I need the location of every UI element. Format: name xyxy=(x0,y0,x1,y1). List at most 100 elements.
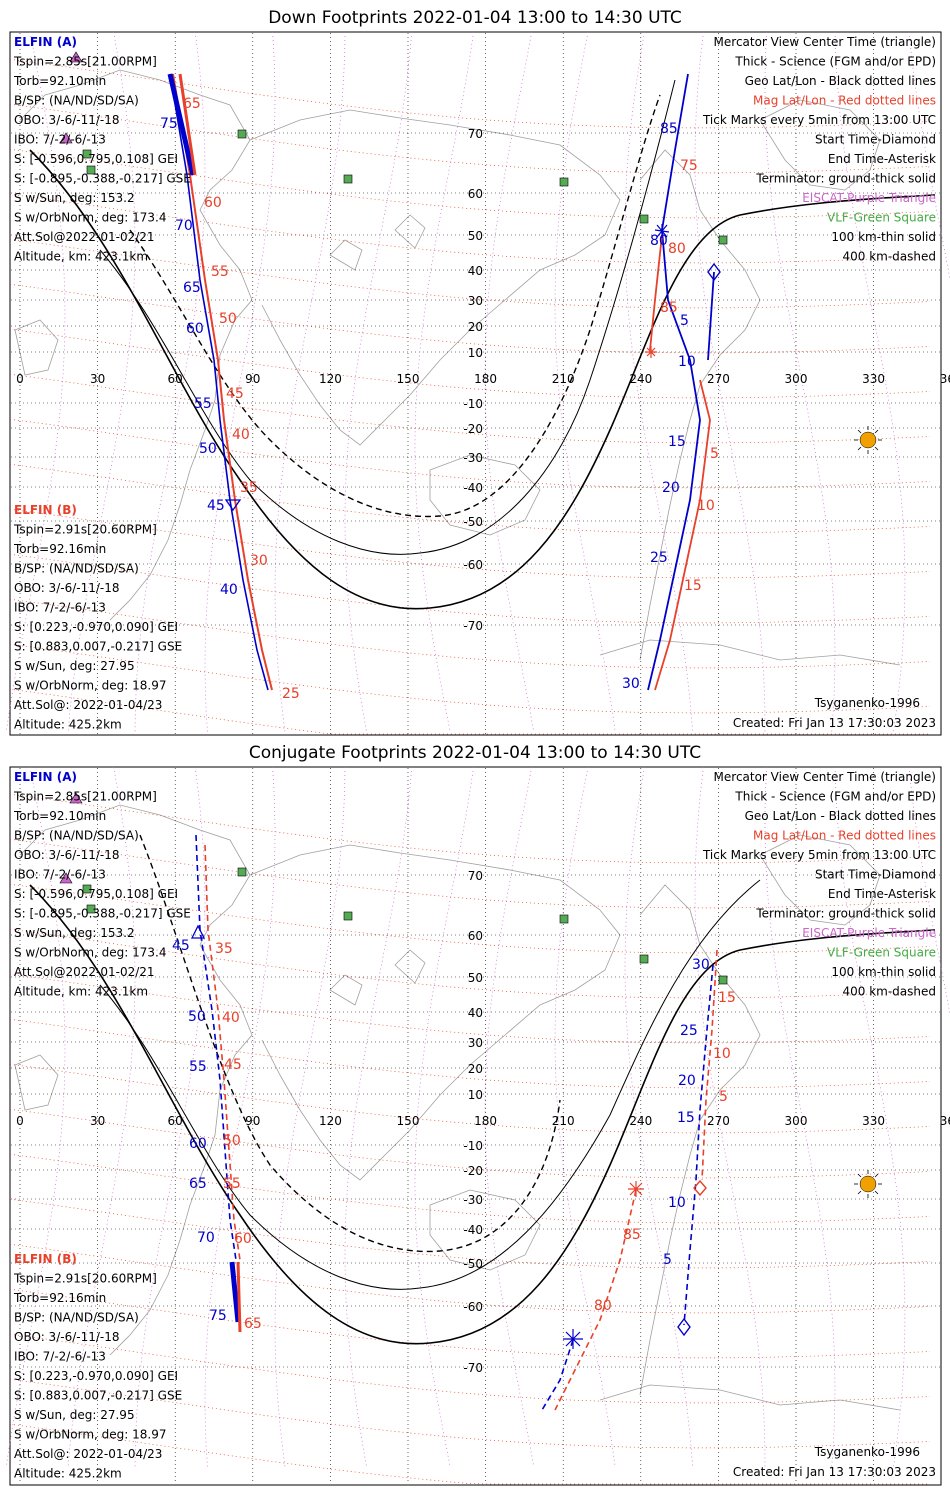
elfin-a-tick-label: 15 xyxy=(677,1110,695,1126)
elfin-a-info-line: B/SP: (NA/ND/SD/SA) xyxy=(14,94,139,108)
elfin-a-info-line: Tspin=2.85s[21.00RPM] xyxy=(13,55,157,69)
terminator-curves xyxy=(29,79,936,610)
latitude-label: -50 xyxy=(463,515,483,529)
latitude-label: -30 xyxy=(463,1193,483,1207)
legend-entry: VLF-Green Square xyxy=(827,211,936,225)
elfin-a-mag-tick-label: 15 xyxy=(684,578,702,594)
latitude-label: 50 xyxy=(468,229,483,243)
vlf-square xyxy=(86,904,96,914)
vlf-square xyxy=(82,149,92,159)
elfin-b-mag-tick-label: 40 xyxy=(222,1010,240,1026)
elfin-a-info-line: Att.Sol@2022-01-02/21 xyxy=(14,230,155,244)
latitude-label: 40 xyxy=(468,1006,483,1020)
elfin-b-mag-tick-label: 60 xyxy=(234,1231,252,1247)
mag-meridian xyxy=(554,31,616,733)
latitude-label: -70 xyxy=(463,619,483,633)
latitude-label: -10 xyxy=(463,1139,483,1153)
longitude-label: 330 xyxy=(862,372,885,386)
mag-meridian xyxy=(414,31,474,733)
elfin-b-mag-tick-label: 30 xyxy=(250,553,268,569)
geographic-grid xyxy=(11,768,940,1484)
legend-entry: EISCAT-Purple Triangle xyxy=(802,191,936,205)
legend-entry: End Time-Asterisk xyxy=(828,152,936,166)
elfin-a-tick-label: 10 xyxy=(668,1195,686,1211)
elfin-a-mag-tick-label: 5 xyxy=(719,1089,728,1105)
elfin-a-tick-label: 30 xyxy=(622,676,640,692)
elfin-a-mag-tick-label: 85 xyxy=(623,1227,641,1243)
vlf-square xyxy=(559,914,569,924)
elfin-a-mag-tick-label: 85 xyxy=(660,300,678,316)
latitude-labels: 70 60 50 40 30 20 10 -10 -20 -30 -40 -50 -60 -70 xyxy=(463,127,483,633)
coastlines xyxy=(14,804,901,1411)
mag-meridian xyxy=(134,31,206,733)
longitude-label: 30 xyxy=(90,1114,105,1128)
geographic-grid xyxy=(11,33,940,734)
elfin-b-mag-tick-label: 50 xyxy=(219,311,237,327)
latitude-label: 10 xyxy=(468,1088,483,1102)
mag-meridian xyxy=(134,766,206,1468)
legend-entry: Start Time-Diamond xyxy=(815,868,936,882)
legend-entry: 400 km-dashed xyxy=(842,250,936,264)
latitude-label: -30 xyxy=(463,451,483,465)
elfin-a-info-line: Torb=92.10min xyxy=(13,809,106,823)
elfin-b-tick-label: 75 xyxy=(209,1308,227,1324)
elfin-a-tick-label: 10 xyxy=(678,354,696,370)
legend-entry: 100 km-thin solid xyxy=(831,965,936,979)
longitude-label: 300 xyxy=(785,372,808,386)
mag-meridian xyxy=(764,766,836,1468)
longitude-labels: 0 30 60 90 120 150 180 210 240 270 300 330 360 xyxy=(16,372,950,386)
elfin-b-info-line: S: [0.883,0.007,-0.217] GSE xyxy=(14,1389,182,1403)
elfin-a-heading: ELFIN (A) xyxy=(14,35,77,49)
longitude-label: 240 xyxy=(629,372,652,386)
created-timestamp: Created: Fri Jan 13 17:30:03 2023 xyxy=(733,1465,936,1479)
elfin-a-tick-label: 5 xyxy=(663,1252,672,1268)
vlf-square xyxy=(343,911,353,921)
legend-entry: 100 km-thin solid xyxy=(831,230,936,244)
elfin-a-tick-label: 85 xyxy=(660,121,678,137)
elfin-a-heading: ELFIN (A) xyxy=(14,770,77,784)
conjugate-footprints-panel: Conjugate Footprints 2022-01-04 13:00 to… xyxy=(5,743,950,1486)
mag-meridian xyxy=(764,31,836,733)
elfin-a-tick-label: 80 xyxy=(650,233,668,249)
legend-entry: Mag Lat/Lon - Red dotted lines xyxy=(753,829,936,843)
longitude-label: 180 xyxy=(474,1114,497,1128)
elfin-b-info-line: Tspin=2.91s[20.60RPM] xyxy=(13,1272,157,1286)
elfin-a-info-line: S: [-0.596,0.795,0.108] GEI xyxy=(14,887,178,901)
elfin-b-info-line: Altitude: 425.2km xyxy=(14,718,122,732)
elfin-a-mag-tick-label: 80 xyxy=(594,1298,612,1314)
latitude-label: 20 xyxy=(468,1062,483,1076)
footprint-100km xyxy=(99,879,761,1290)
mag-meridian xyxy=(204,766,276,1468)
eiscat-triangle xyxy=(69,792,83,804)
start-diamond xyxy=(677,1317,691,1337)
longitude-label: 210 xyxy=(552,1114,575,1128)
elfin-b-info-line: OBO: 3/-6/-11/-18 xyxy=(14,1330,120,1344)
created-timestamp: Created: Fri Jan 13 17:30:03 2023 xyxy=(733,716,936,730)
eiscat-triangle xyxy=(59,872,73,884)
elfin-a-tick-label: 20 xyxy=(662,480,680,496)
vlf-square xyxy=(86,165,96,175)
latitude-label: 40 xyxy=(468,264,483,278)
vlf-square xyxy=(82,884,92,894)
elfin-a-tick-label: 20 xyxy=(678,1073,696,1089)
elfin-a-info-line: S w/OrbNorm, deg: 173.4 xyxy=(14,946,166,960)
end-asterisk xyxy=(563,1329,583,1349)
elfin-a-tick-label: 15 xyxy=(668,434,686,450)
legend-entry: Mercator View Center Time (triangle) xyxy=(714,770,936,784)
sun-icon xyxy=(854,426,882,454)
elfin-a-info-line: IBO: 7/-2/-6/-13 xyxy=(14,868,106,882)
model-label: Tsyganenko-1996 xyxy=(814,696,920,710)
coastlines xyxy=(14,69,901,666)
mag-meridian xyxy=(67,31,136,733)
elfin-a-mag-tick-label: 10 xyxy=(713,1046,731,1062)
elfin-a-tick-label: 25 xyxy=(650,550,668,566)
elfin-b-mag-tick-label: 40 xyxy=(232,427,250,443)
map-legend: Mercator View Center Time (triangle) Thic… xyxy=(702,35,936,264)
latitude-labels: 70 60 50 40 30 20 10 -10 -20 -30 -40 -50 -60 -70 xyxy=(463,869,483,1375)
elfin-a-info-line: Att.Sol@2022-01-02/21 xyxy=(14,965,155,979)
mag-meridian xyxy=(274,766,346,1468)
legend-entry: EISCAT-Purple Triangle xyxy=(802,926,936,940)
mag-meridian xyxy=(344,31,413,733)
vlf-square xyxy=(237,867,247,877)
